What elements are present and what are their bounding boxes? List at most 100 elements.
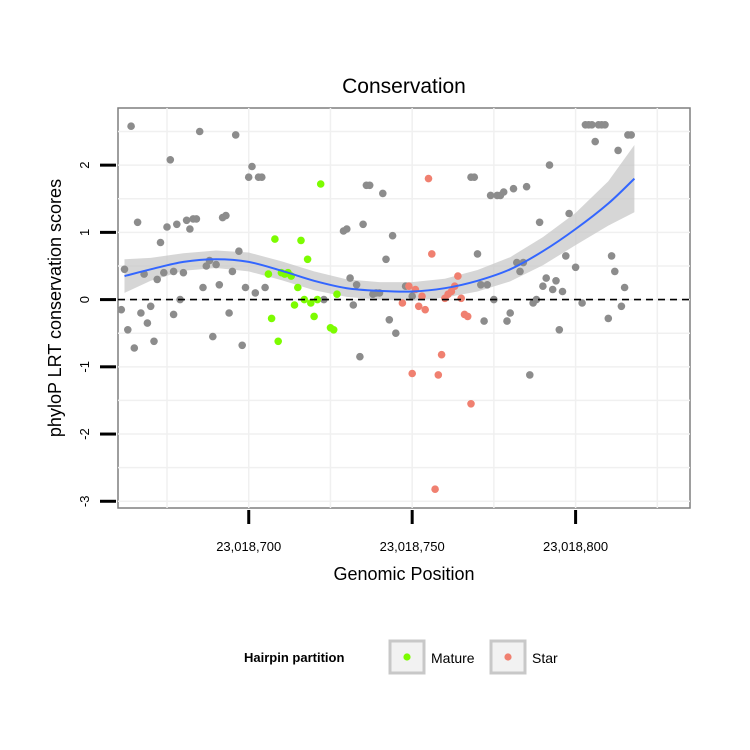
data-point-other <box>385 316 394 324</box>
data-point-other <box>133 218 142 227</box>
x-tick-label: 23,018,750 <box>380 539 445 554</box>
data-point-other <box>601 121 609 129</box>
data-points <box>117 121 635 494</box>
data-point-other <box>578 299 586 307</box>
data-point-other <box>127 122 135 130</box>
data-point-other <box>215 281 224 289</box>
data-point-other <box>506 309 514 317</box>
data-point-star <box>424 174 433 183</box>
data-point-other <box>480 317 488 325</box>
data-point-other <box>620 283 629 292</box>
data-point-other <box>532 295 541 304</box>
plot-panel <box>117 107 691 509</box>
data-point-other <box>124 326 132 334</box>
data-point-other <box>182 216 191 225</box>
data-point-star <box>463 312 472 321</box>
data-point-other <box>346 274 354 282</box>
data-point-other <box>195 127 204 136</box>
legend-swatch-star <box>504 653 512 661</box>
data-point-star <box>398 299 407 307</box>
legend-label-mature: Mature <box>431 650 475 666</box>
data-point-mature <box>274 337 283 346</box>
data-point-other <box>356 352 364 361</box>
data-point-star <box>418 292 426 301</box>
data-point-other <box>588 121 596 129</box>
data-point-other <box>173 220 181 229</box>
data-point-mature <box>333 290 341 299</box>
data-point-other <box>614 146 622 155</box>
data-point-other <box>169 310 178 319</box>
data-point-other <box>179 268 188 277</box>
data-point-other <box>248 162 256 171</box>
data-point-other <box>222 211 230 220</box>
y-axis: -3 -2 -1 0 1 2 <box>77 161 116 507</box>
x-tick-label: 23,018,700 <box>216 539 281 554</box>
data-point-other <box>359 220 367 229</box>
data-point-other <box>522 182 531 191</box>
data-point-other <box>186 225 194 233</box>
data-point-other <box>503 317 511 325</box>
plot-border <box>117 107 691 509</box>
data-point-star <box>421 305 430 314</box>
data-point-other <box>477 281 485 289</box>
smooth-curve <box>124 177 636 293</box>
data-point-other <box>231 131 240 139</box>
data-point-mature <box>303 255 312 264</box>
data-point-star <box>414 302 423 311</box>
data-point-other <box>509 184 518 193</box>
data-point-other <box>627 131 635 139</box>
data-point-other <box>241 283 250 292</box>
data-point-star <box>437 350 446 359</box>
data-point-other <box>261 283 269 292</box>
data-point-mature <box>290 301 299 309</box>
legend-item-mature: Mature <box>388 639 475 675</box>
data-point-other <box>225 309 233 317</box>
data-point-star <box>457 294 466 303</box>
data-point-other <box>408 292 417 301</box>
data-point-star <box>408 369 417 378</box>
data-point-other <box>607 252 616 260</box>
smooth-fit-line <box>124 177 636 293</box>
data-point-other <box>617 302 626 311</box>
data-point-mature <box>310 312 318 321</box>
data-point-mature <box>329 326 338 334</box>
data-point-mature <box>264 270 273 278</box>
data-point-mature <box>267 314 276 323</box>
data-point-other <box>552 277 560 285</box>
data-point-other <box>483 281 492 289</box>
legend-title: Hairpin partition <box>244 650 344 665</box>
data-point-other <box>212 260 220 269</box>
data-point-other <box>160 268 168 277</box>
data-point-other <box>150 337 158 346</box>
data-point-mature <box>297 236 305 245</box>
y-tick-label: 1 <box>77 229 92 236</box>
data-point-other <box>562 252 570 260</box>
legend-item-star: Star <box>489 639 558 675</box>
data-point-other <box>548 285 557 294</box>
data-point-other <box>591 137 599 146</box>
data-point-other <box>235 247 243 255</box>
legend-key-star <box>489 639 527 675</box>
data-point-other <box>205 256 214 265</box>
data-point-other <box>516 267 524 276</box>
data-point-other <box>571 263 580 272</box>
data-point-other <box>558 287 567 296</box>
data-point-other <box>388 231 397 240</box>
data-point-other <box>258 173 266 181</box>
data-point-mature <box>307 299 315 307</box>
data-point-mature <box>294 283 302 292</box>
data-point-other <box>244 173 253 181</box>
data-point-other <box>238 341 246 350</box>
y-tick-label: -2 <box>77 428 92 440</box>
y-tick-label: 2 <box>77 161 92 168</box>
data-point-star <box>428 250 436 258</box>
data-point-other <box>343 225 351 233</box>
data-point-mature <box>271 235 279 243</box>
data-point-other <box>199 283 207 292</box>
data-point-other <box>542 274 550 282</box>
data-point-other <box>153 275 161 284</box>
legend-label-star: Star <box>532 650 558 666</box>
data-point-other <box>486 191 495 200</box>
data-point-other <box>473 250 482 258</box>
